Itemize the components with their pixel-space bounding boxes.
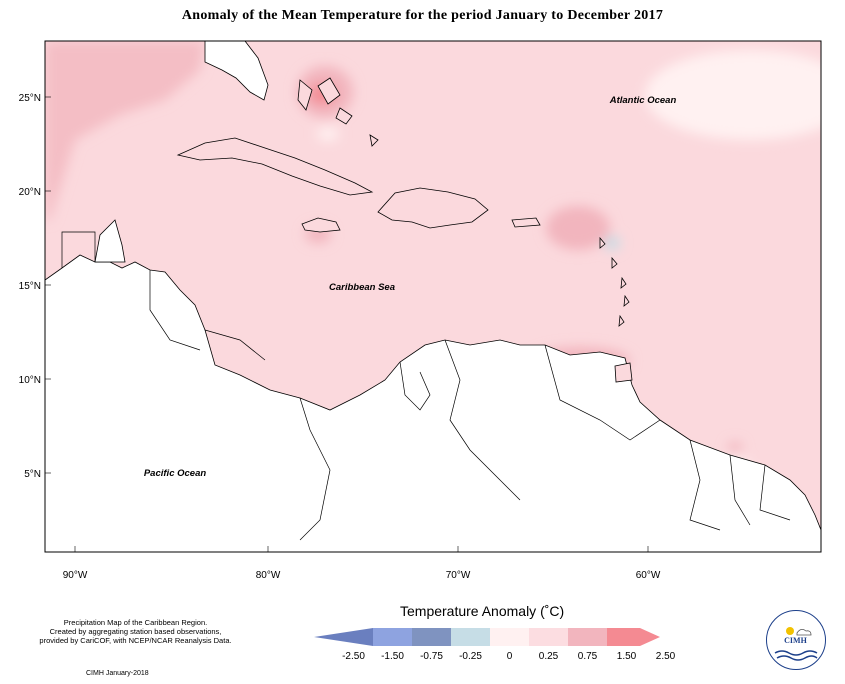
footer-note-line-2: Created by aggregating station based obs…: [49, 627, 222, 636]
cimh-logo: CIMH: [766, 610, 826, 670]
legend-tick-label: -0.75: [420, 651, 443, 662]
label-caribbean-sea: Caribbean Sea: [329, 282, 395, 293]
island-bahamas-2: [317, 77, 341, 105]
island-bahamas-1: [297, 79, 313, 111]
island-jamaica: [301, 217, 341, 233]
island-puerto-rico: [511, 217, 541, 228]
graticule: [45, 96, 649, 552]
lon-label-80w: 80°W: [256, 570, 281, 581]
legend-title: Temperature Anomaly (˚C): [400, 603, 565, 619]
legend-tick-label: -0.25: [459, 651, 482, 662]
legend-tick-label: 0: [507, 651, 513, 662]
map-frame: [44, 40, 822, 553]
lon-label-70w: 70°W: [446, 570, 471, 581]
island-antilles-5: [618, 314, 625, 327]
land-florida: [204, 41, 269, 101]
label-atlantic-ocean: Atlantic Ocean: [609, 95, 677, 106]
footer-note: Precipitation Map of the Caribbean Regio…: [18, 618, 253, 645]
footer-credit: CIMH January-2018: [86, 670, 149, 677]
neutral-patch-atlantic: [645, 50, 821, 140]
legend-tick-label: 1.50: [617, 651, 637, 662]
island-cuba: [176, 137, 374, 196]
legend-swatch: [451, 628, 490, 646]
island-antilles-1: [599, 236, 606, 249]
island-bahamas-4: [369, 134, 379, 147]
lat-label-10n: 10°N: [19, 375, 41, 386]
lon-label-60w: 60°W: [636, 570, 661, 581]
legend-tick-label: 0.75: [578, 651, 598, 662]
legend-tick-label: -2.50: [342, 651, 365, 662]
color-legend: -2.50 -1.50 -0.75 -0.25 0 0.25 0.75 1.50 2.50: [314, 628, 676, 662]
island-antilles-3: [620, 276, 627, 289]
island-trinidad: [614, 362, 633, 383]
legend-swatch: [529, 628, 568, 646]
legend-swatch: [568, 628, 607, 646]
legend-swatch: [373, 628, 412, 646]
warm-patch-leewards: [546, 206, 610, 250]
lon-label-90w: 90°W: [63, 570, 88, 581]
island-antilles-2: [611, 256, 618, 269]
legend-swatch: [314, 628, 373, 646]
country-borders: [61, 231, 791, 541]
footer-note-line-1: Precipitation Map of the Caribbean Regio…: [63, 618, 208, 627]
map-title: Anomaly of the Mean Temperature for the …: [181, 8, 664, 23]
legend-swatch: [412, 628, 451, 646]
island-bahamas-3: [335, 107, 353, 125]
warm-patch-gulf: [45, 41, 205, 220]
land-masses: [45, 41, 821, 552]
legend-swatch: [490, 628, 529, 646]
lat-label-15n: 15°N: [19, 281, 41, 292]
land-yucatan: [94, 219, 126, 263]
legend-tick-label: 2.50: [656, 651, 676, 662]
lat-label-5n: 5°N: [24, 469, 41, 480]
lat-label-25n: 25°N: [19, 93, 41, 104]
cimh-logo-text: CIMH: [784, 636, 807, 645]
lat-label-20n: 20°N: [19, 187, 41, 198]
legend-swatch: [607, 628, 660, 646]
legend-tick-label: 0.25: [539, 651, 559, 662]
legend-tick-label: -1.50: [381, 651, 404, 662]
island-antilles-4: [623, 294, 630, 307]
label-pacific-ocean: Pacific Ocean: [144, 468, 207, 479]
island-hispaniola: [377, 187, 489, 229]
islands: [176, 77, 633, 383]
cimh-logo-graphic: [774, 627, 818, 661]
neutral-patch-cuba-north: [317, 127, 339, 141]
cool-patch-guadeloupe: [604, 236, 620, 250]
warm-patch-guiana: [728, 442, 742, 454]
footer-note-line-3: provided by CariCOF, with NCEP/NCAR Rean…: [39, 636, 232, 645]
